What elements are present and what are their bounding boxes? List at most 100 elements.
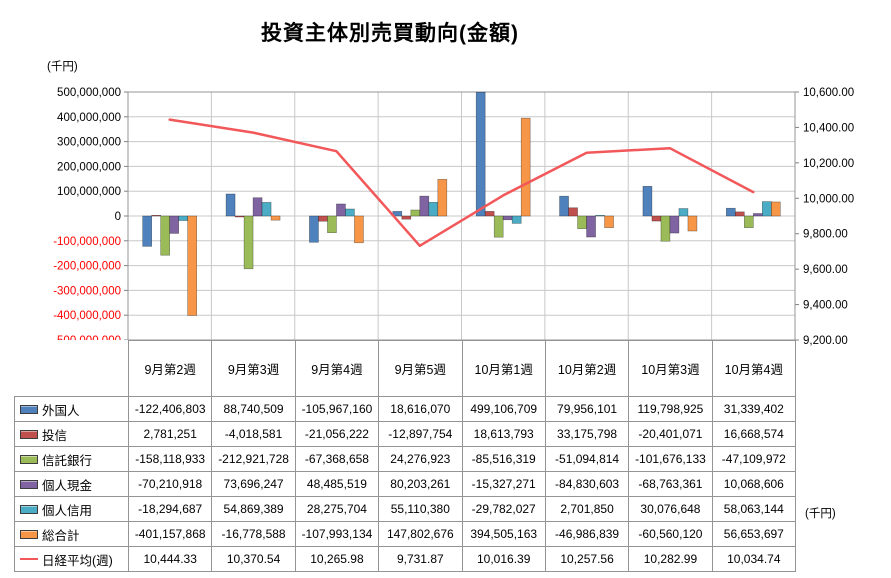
right-axis-label: 9,600.00	[803, 264, 848, 276]
value-cell: 24,276,923	[378, 446, 463, 472]
chart-bar	[678, 208, 689, 217]
chart-bar	[160, 215, 170, 256]
series-name: 投信	[42, 428, 68, 443]
chart-bar	[243, 215, 254, 270]
legend-bar-icon	[20, 429, 38, 439]
chart-bar	[511, 215, 522, 224]
legend-cell: 外国人	[14, 396, 129, 422]
value-cell: 18,616,070	[378, 396, 463, 422]
value-cell: 2,701,850	[544, 496, 630, 522]
value-cell: 54,869,389	[211, 496, 296, 522]
table-row: 個人現金 -70,210,918 73,696,247 48,485,519 80,20…	[14, 471, 797, 497]
legend-bar-icon	[20, 404, 38, 414]
legend-line-icon	[20, 558, 38, 560]
value-cell: -101,676,133	[628, 446, 713, 472]
table-row: 外国人 -122,406,803 88,740,509 -105,967,160 18,…	[14, 396, 797, 422]
data-table: 9月第2週 9月第3週 9月第4週 9月第5週 10月第1週 10月第2週 10月第3週 10…	[14, 340, 797, 572]
week-header-cell: 10月第2週	[544, 340, 630, 397]
chart-bar	[309, 215, 319, 243]
chart-bar	[336, 203, 346, 217]
value-cell: -20,401,071	[628, 421, 713, 447]
chart-bar	[520, 117, 531, 217]
chart-bar	[577, 215, 587, 229]
value-cell: 16,668,574	[711, 421, 797, 447]
chart-bar	[261, 202, 272, 217]
table-row: 投信 2,781,251 -4,018,581 -21,056,222 -12,897,…	[14, 421, 797, 447]
left-axis-label: 400,000,000	[57, 112, 121, 124]
value-cell: 119,798,925	[628, 396, 713, 422]
value-cell: -158,118,933	[127, 446, 213, 472]
chart-bar	[493, 215, 504, 238]
chart-bar	[735, 211, 745, 217]
series-name: 個人信用	[42, 503, 93, 518]
table-row: 総合計 -401,157,868 -16,778,588 -107,993,134 14…	[14, 521, 797, 547]
chart-bar	[744, 215, 754, 228]
chart-bar	[642, 185, 653, 217]
value-cell: 10,016.39	[461, 546, 546, 572]
value-cell: 31,339,402	[711, 396, 797, 422]
week-header-cell: 9月第3週	[211, 340, 296, 397]
value-cell: -105,967,160	[294, 396, 380, 422]
chart-title: 投資主体別売買動向(金額)	[261, 22, 519, 45]
value-cell: 9,731.87	[378, 546, 463, 572]
series-name: 個人現金	[42, 478, 93, 493]
chart-bar	[771, 201, 781, 217]
value-cell: 10,034.74	[711, 546, 797, 572]
legend-bar-icon	[20, 529, 38, 539]
value-cell: -84,830,603	[544, 471, 630, 497]
value-cell: -85,516,319	[461, 446, 546, 472]
legend-bar-icon	[20, 479, 38, 489]
value-cell: -16,778,588	[211, 521, 296, 547]
value-cell: -68,763,361	[628, 471, 713, 497]
table-row: 個人信用 -18,294,687 54,869,389 28,275,704 55,11…	[14, 496, 797, 522]
right-axis-label: 10,400.00	[803, 122, 854, 134]
chart-bar	[234, 215, 245, 218]
chart-bar	[225, 193, 236, 217]
chart-bar	[651, 215, 662, 222]
chart-bar	[595, 215, 605, 217]
value-cell: 80,203,261	[378, 471, 463, 497]
value-cell: -21,056,222	[294, 421, 380, 447]
chart-bar	[437, 179, 448, 217]
nikkei-line	[168, 118, 755, 248]
week-header-cell: 9月第2週	[127, 340, 213, 397]
chart-bar	[660, 215, 671, 242]
chart-bar	[178, 215, 188, 221]
chart-bar	[604, 215, 614, 228]
chart-bar	[252, 197, 263, 217]
value-cell: 10,370.54	[211, 546, 296, 572]
value-cell: 88,740,509	[211, 396, 296, 422]
chart-bar	[687, 215, 698, 232]
chart-bar	[559, 195, 569, 217]
value-cell: -70,210,918	[127, 471, 213, 497]
value-cell: -4,018,581	[211, 421, 296, 447]
value-cell: 2,781,251	[127, 421, 213, 447]
value-cell: 48,485,519	[294, 471, 380, 497]
left-axis-label: -200,000,000	[53, 261, 121, 273]
chart-bar	[187, 215, 197, 316]
table-header-row: 9月第2週 9月第3週 9月第4週 9月第5週 10月第1週 10月第2週 10月第3週 10…	[14, 340, 797, 397]
value-cell: -47,109,972	[711, 446, 797, 472]
value-cell: 55,110,380	[378, 496, 463, 522]
table-corner-cell	[14, 340, 129, 397]
table-row: 日経平均(週) 10,444.33 10,370.54 10,265.98 9,731.…	[14, 546, 797, 572]
week-header-cell: 10月第1週	[461, 340, 546, 397]
chart-bar	[270, 215, 281, 221]
table-row: 信託銀行 -158,118,933 -212,921,728 -67,368,658 2…	[14, 446, 797, 472]
right-axis-label: 10,000.00	[803, 193, 854, 205]
value-cell: -401,157,868	[127, 521, 213, 547]
value-cell: 10,068,606	[711, 471, 797, 497]
chart-bar	[345, 208, 355, 217]
left-axis-label: 0	[115, 211, 121, 223]
right-axis-label: 9,400.00	[803, 300, 848, 312]
series-name: 信託銀行	[42, 453, 93, 468]
left-axis-label: 500,000,000	[57, 87, 121, 99]
chart-bar	[726, 207, 736, 217]
value-cell: 10,257.56	[544, 546, 630, 572]
right-axis-label: 10,200.00	[803, 158, 854, 170]
week-header-cell: 10月第3週	[628, 340, 713, 397]
chart-bar	[428, 202, 439, 217]
chart-bar	[327, 215, 337, 234]
value-cell: 58,063,144	[711, 496, 797, 522]
